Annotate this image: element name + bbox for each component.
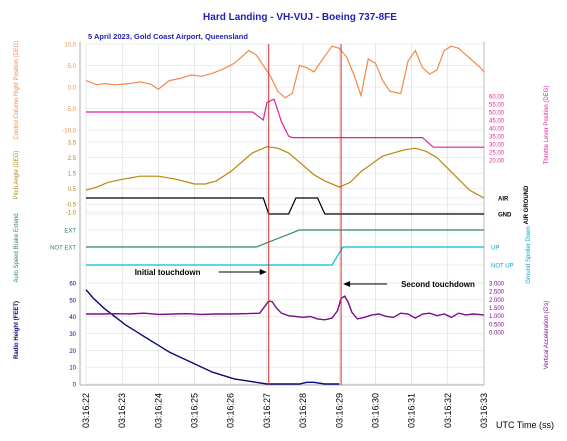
y-tick-label: 5.0 bbox=[68, 64, 77, 70]
air-ground-line bbox=[86, 197, 484, 215]
ylabel-pitch: Pitch Angle (DEG) bbox=[14, 151, 20, 200]
arrowhead bbox=[259, 269, 267, 275]
ylabel-speedbrake: Auto Speed Brake Extend bbox=[14, 213, 20, 282]
state-label: NOT EXT bbox=[50, 246, 76, 252]
y-tick-label: 0.0 bbox=[68, 86, 77, 92]
state-label: EXT bbox=[64, 229, 76, 235]
y-tick-label: 35.00 bbox=[489, 135, 505, 141]
y-tick-label: 0.5 bbox=[68, 187, 77, 193]
pitch-line bbox=[85, 146, 485, 199]
y-tick-label: -5.0 bbox=[66, 107, 77, 113]
x-tick-label: 03:16:29 bbox=[334, 393, 344, 428]
ylabel-spoiler: Ground Spoiler Down bbox=[526, 226, 532, 283]
y-tick-label: 25.00 bbox=[489, 151, 505, 157]
y-tick-label: 0.000 bbox=[489, 331, 505, 337]
y-tick-label: 0.500 bbox=[489, 322, 505, 328]
data-series bbox=[85, 45, 485, 385]
x-tick-label: 03:16:22 bbox=[81, 393, 91, 428]
y-tick-label: 30.00 bbox=[489, 143, 505, 149]
x-tick-label: 03:16:30 bbox=[370, 393, 380, 428]
axis-tick-labels: 10.0 5.0 0.0 -5.0 -10.0 60.00 55.00 50.00 45.00 4… bbox=[50, 43, 513, 389]
y-tick-label: 10 bbox=[69, 366, 76, 372]
throttle-line bbox=[86, 98, 484, 148]
x-tick-label: 03:16:28 bbox=[298, 393, 308, 428]
x-tick-label: 03:16:26 bbox=[226, 393, 236, 428]
control-column-line bbox=[85, 45, 485, 99]
x-tick-label: 03:16:33 bbox=[479, 393, 489, 428]
y-tick-label: 10.0 bbox=[64, 43, 76, 49]
y-tick-label: 20.00 bbox=[489, 159, 505, 165]
spoiler-line bbox=[86, 246, 484, 266]
x-axis-tick-labels: 03:16:22 03:16:23 03:16:24 03:16:25 03:16:26… bbox=[81, 393, 489, 428]
event-label: Initial touchdown bbox=[135, 268, 201, 277]
event-label: Second touchdown bbox=[401, 280, 475, 289]
state-label: GND bbox=[498, 213, 512, 219]
y-tick-label: 1.5 bbox=[68, 172, 77, 178]
vertical-accel-line bbox=[86, 295, 485, 321]
y-tick-label: 40 bbox=[69, 315, 76, 321]
ylabel-throttle: Throttle Lever Position (DEG) bbox=[544, 86, 550, 165]
ylabel-control-column: Control Column Right Position (DEG) bbox=[14, 40, 20, 139]
chart-title: Hard Landing - VH-VUJ - Boeing 737-8FE bbox=[203, 12, 397, 23]
x-tick-label: 03:16:32 bbox=[443, 393, 453, 428]
y-tick-label: -1.0 bbox=[66, 211, 77, 217]
y-tick-label: 0 bbox=[73, 383, 77, 389]
radio-height-line bbox=[85, 289, 340, 385]
y-tick-label: 55.00 bbox=[489, 103, 505, 109]
y-tick-label: 3.000 bbox=[489, 282, 505, 288]
state-label: AIR bbox=[498, 197, 509, 203]
x-tick-label: 03:16:25 bbox=[190, 393, 200, 428]
y-tick-label: -10.0 bbox=[62, 129, 76, 135]
y-tick-label: 30 bbox=[69, 332, 76, 338]
y-tick-label: 1.000 bbox=[489, 314, 505, 320]
y-tick-label: 3.5 bbox=[68, 141, 77, 147]
speedbrake-line bbox=[86, 229, 484, 248]
y-tick-label: 2.5 bbox=[68, 156, 77, 162]
arrowhead bbox=[343, 281, 351, 287]
y-tick-label: 20 bbox=[69, 349, 76, 355]
x-axis-label: UTC Time (ss) bbox=[496, 420, 554, 430]
x-tick-label: 03:16:31 bbox=[407, 393, 417, 428]
state-label: NOT UP bbox=[491, 264, 514, 270]
ylabel-vertical-accel: Vertical Acceleration (G's) bbox=[544, 301, 550, 370]
y-tick-label: 50.00 bbox=[489, 111, 505, 117]
y-tick-label: 50 bbox=[69, 298, 76, 304]
y-tick-label: 60 bbox=[69, 282, 76, 288]
ylabel-radio-height: Radio Height (FEET) bbox=[14, 301, 20, 359]
y-tick-label: 60.00 bbox=[489, 95, 505, 101]
y-tick-label: 2.000 bbox=[489, 298, 505, 304]
x-tick-label: 03:16:24 bbox=[153, 393, 163, 428]
y-tick-label: 2.500 bbox=[489, 290, 505, 296]
chart-subtitle: 5 April 2023, Gold Coast Airport, Queens… bbox=[88, 32, 248, 41]
event-markers: Initial touchdown Second touchdown bbox=[135, 44, 475, 385]
ylabel-air-ground: AIR GROUND bbox=[524, 185, 530, 224]
y-tick-label: 1.500 bbox=[489, 306, 505, 312]
y-tick-label: 40.00 bbox=[489, 127, 505, 133]
y-tick-label: -0.5 bbox=[66, 203, 77, 209]
state-label: UP bbox=[491, 246, 499, 252]
y-tick-label: 45.00 bbox=[489, 119, 505, 125]
x-tick-label: 03:16:23 bbox=[117, 393, 127, 428]
x-tick-label: 03:16:27 bbox=[262, 393, 272, 428]
